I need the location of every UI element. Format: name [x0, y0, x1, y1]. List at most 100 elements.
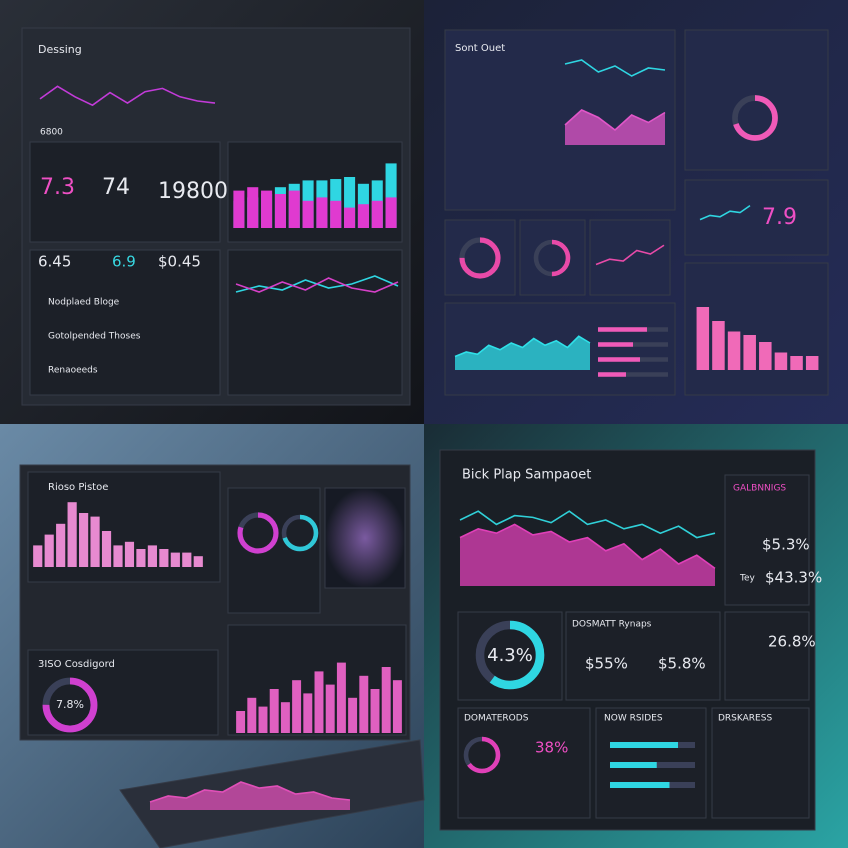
- kpi: 6.9: [112, 253, 136, 271]
- line: [39, 85, 216, 107]
- kpi: 38%: [535, 739, 568, 757]
- bar: [696, 307, 710, 370]
- bar: [330, 200, 342, 228]
- bar: [743, 335, 756, 370]
- kpi: 4.3%: [487, 645, 533, 666]
- ring: [459, 237, 501, 279]
- texts: Dessing 6800 7.3 74 19800 6.45 6.9 $0.45…: [38, 43, 822, 757]
- line: [454, 335, 591, 358]
- label: Tey: [739, 574, 756, 584]
- bar: [359, 675, 369, 733]
- section: DRSKARESS: [718, 714, 772, 724]
- bar: [269, 689, 279, 733]
- bar: [136, 549, 146, 567]
- bar: [288, 190, 300, 228]
- bar: [67, 502, 77, 567]
- panel: [29, 249, 221, 396]
- kpi: $43.3%: [765, 569, 822, 587]
- ring: [732, 95, 778, 141]
- panel: [444, 219, 516, 296]
- photo: [324, 487, 406, 589]
- title: Bick Plap Sampaoet: [462, 468, 591, 483]
- panels: [19, 27, 829, 848]
- bar: [759, 342, 772, 370]
- section: DOMATERODS: [464, 714, 529, 724]
- kpi: $5.3%: [762, 536, 810, 554]
- panel: [227, 487, 321, 614]
- panel: [724, 611, 810, 701]
- line: [459, 510, 716, 539]
- kpi: 7.3: [40, 175, 75, 200]
- area: [460, 524, 715, 586]
- kpi: 74: [102, 175, 130, 200]
- bar: [392, 680, 402, 733]
- panel: [684, 179, 829, 256]
- bar: [357, 204, 369, 228]
- bar: [381, 667, 391, 733]
- panel: [227, 249, 403, 396]
- bar: [101, 531, 112, 567]
- bar: [233, 190, 245, 228]
- bar: [774, 352, 788, 370]
- label: GALBNNIGS: [733, 484, 786, 494]
- line: [564, 109, 666, 132]
- bar: [113, 545, 123, 567]
- bar: [247, 187, 259, 228]
- bar: [348, 697, 358, 733]
- panel: [457, 707, 591, 819]
- line: [699, 204, 751, 221]
- bar: [56, 523, 66, 567]
- bar: [370, 689, 380, 733]
- panel: [565, 611, 721, 701]
- bar: [236, 711, 246, 733]
- bar: [344, 207, 356, 228]
- title: Dessing: [38, 43, 82, 56]
- bar: [316, 197, 328, 228]
- kpi: 26.8%: [768, 633, 816, 651]
- title: Rioso Pistoe: [48, 482, 108, 493]
- bar: [247, 697, 257, 733]
- label: DOSMATT Rynaps: [572, 620, 652, 630]
- area: [150, 782, 350, 810]
- bar: [90, 516, 100, 567]
- bar: [314, 671, 324, 733]
- bar: [159, 549, 169, 567]
- panel: [27, 649, 219, 736]
- ring: [475, 620, 545, 690]
- kpi: 7.9: [762, 205, 797, 230]
- ring: [237, 512, 279, 554]
- kpi: $55%: [585, 655, 628, 673]
- bar: [261, 190, 273, 228]
- line: [149, 781, 351, 803]
- bar: [170, 552, 180, 567]
- bar: [610, 782, 670, 788]
- bar: [598, 372, 626, 377]
- bar: [325, 684, 335, 733]
- bar: [385, 197, 397, 228]
- area: [455, 336, 590, 370]
- bar: [727, 331, 741, 370]
- title: Sont Ouet: [455, 43, 505, 54]
- bar: [805, 356, 819, 370]
- panel: [711, 707, 810, 819]
- bar: [385, 163, 397, 228]
- bar: [79, 513, 89, 567]
- list-item: Nodplaed Bloge: [48, 298, 120, 308]
- bar: [124, 541, 135, 567]
- panel: [589, 219, 671, 296]
- kpi: $0.45: [158, 253, 201, 271]
- bar: [371, 200, 383, 228]
- line: [595, 244, 665, 266]
- bar: [182, 552, 192, 567]
- panel: [519, 219, 586, 296]
- bar: [147, 545, 157, 567]
- bar: [344, 177, 356, 228]
- panel: [29, 141, 221, 243]
- list-item: Renaoeeds: [48, 366, 98, 376]
- track: [598, 372, 668, 377]
- kpi: 7.8%: [56, 698, 84, 711]
- bar: [193, 556, 203, 567]
- bar: [610, 762, 657, 768]
